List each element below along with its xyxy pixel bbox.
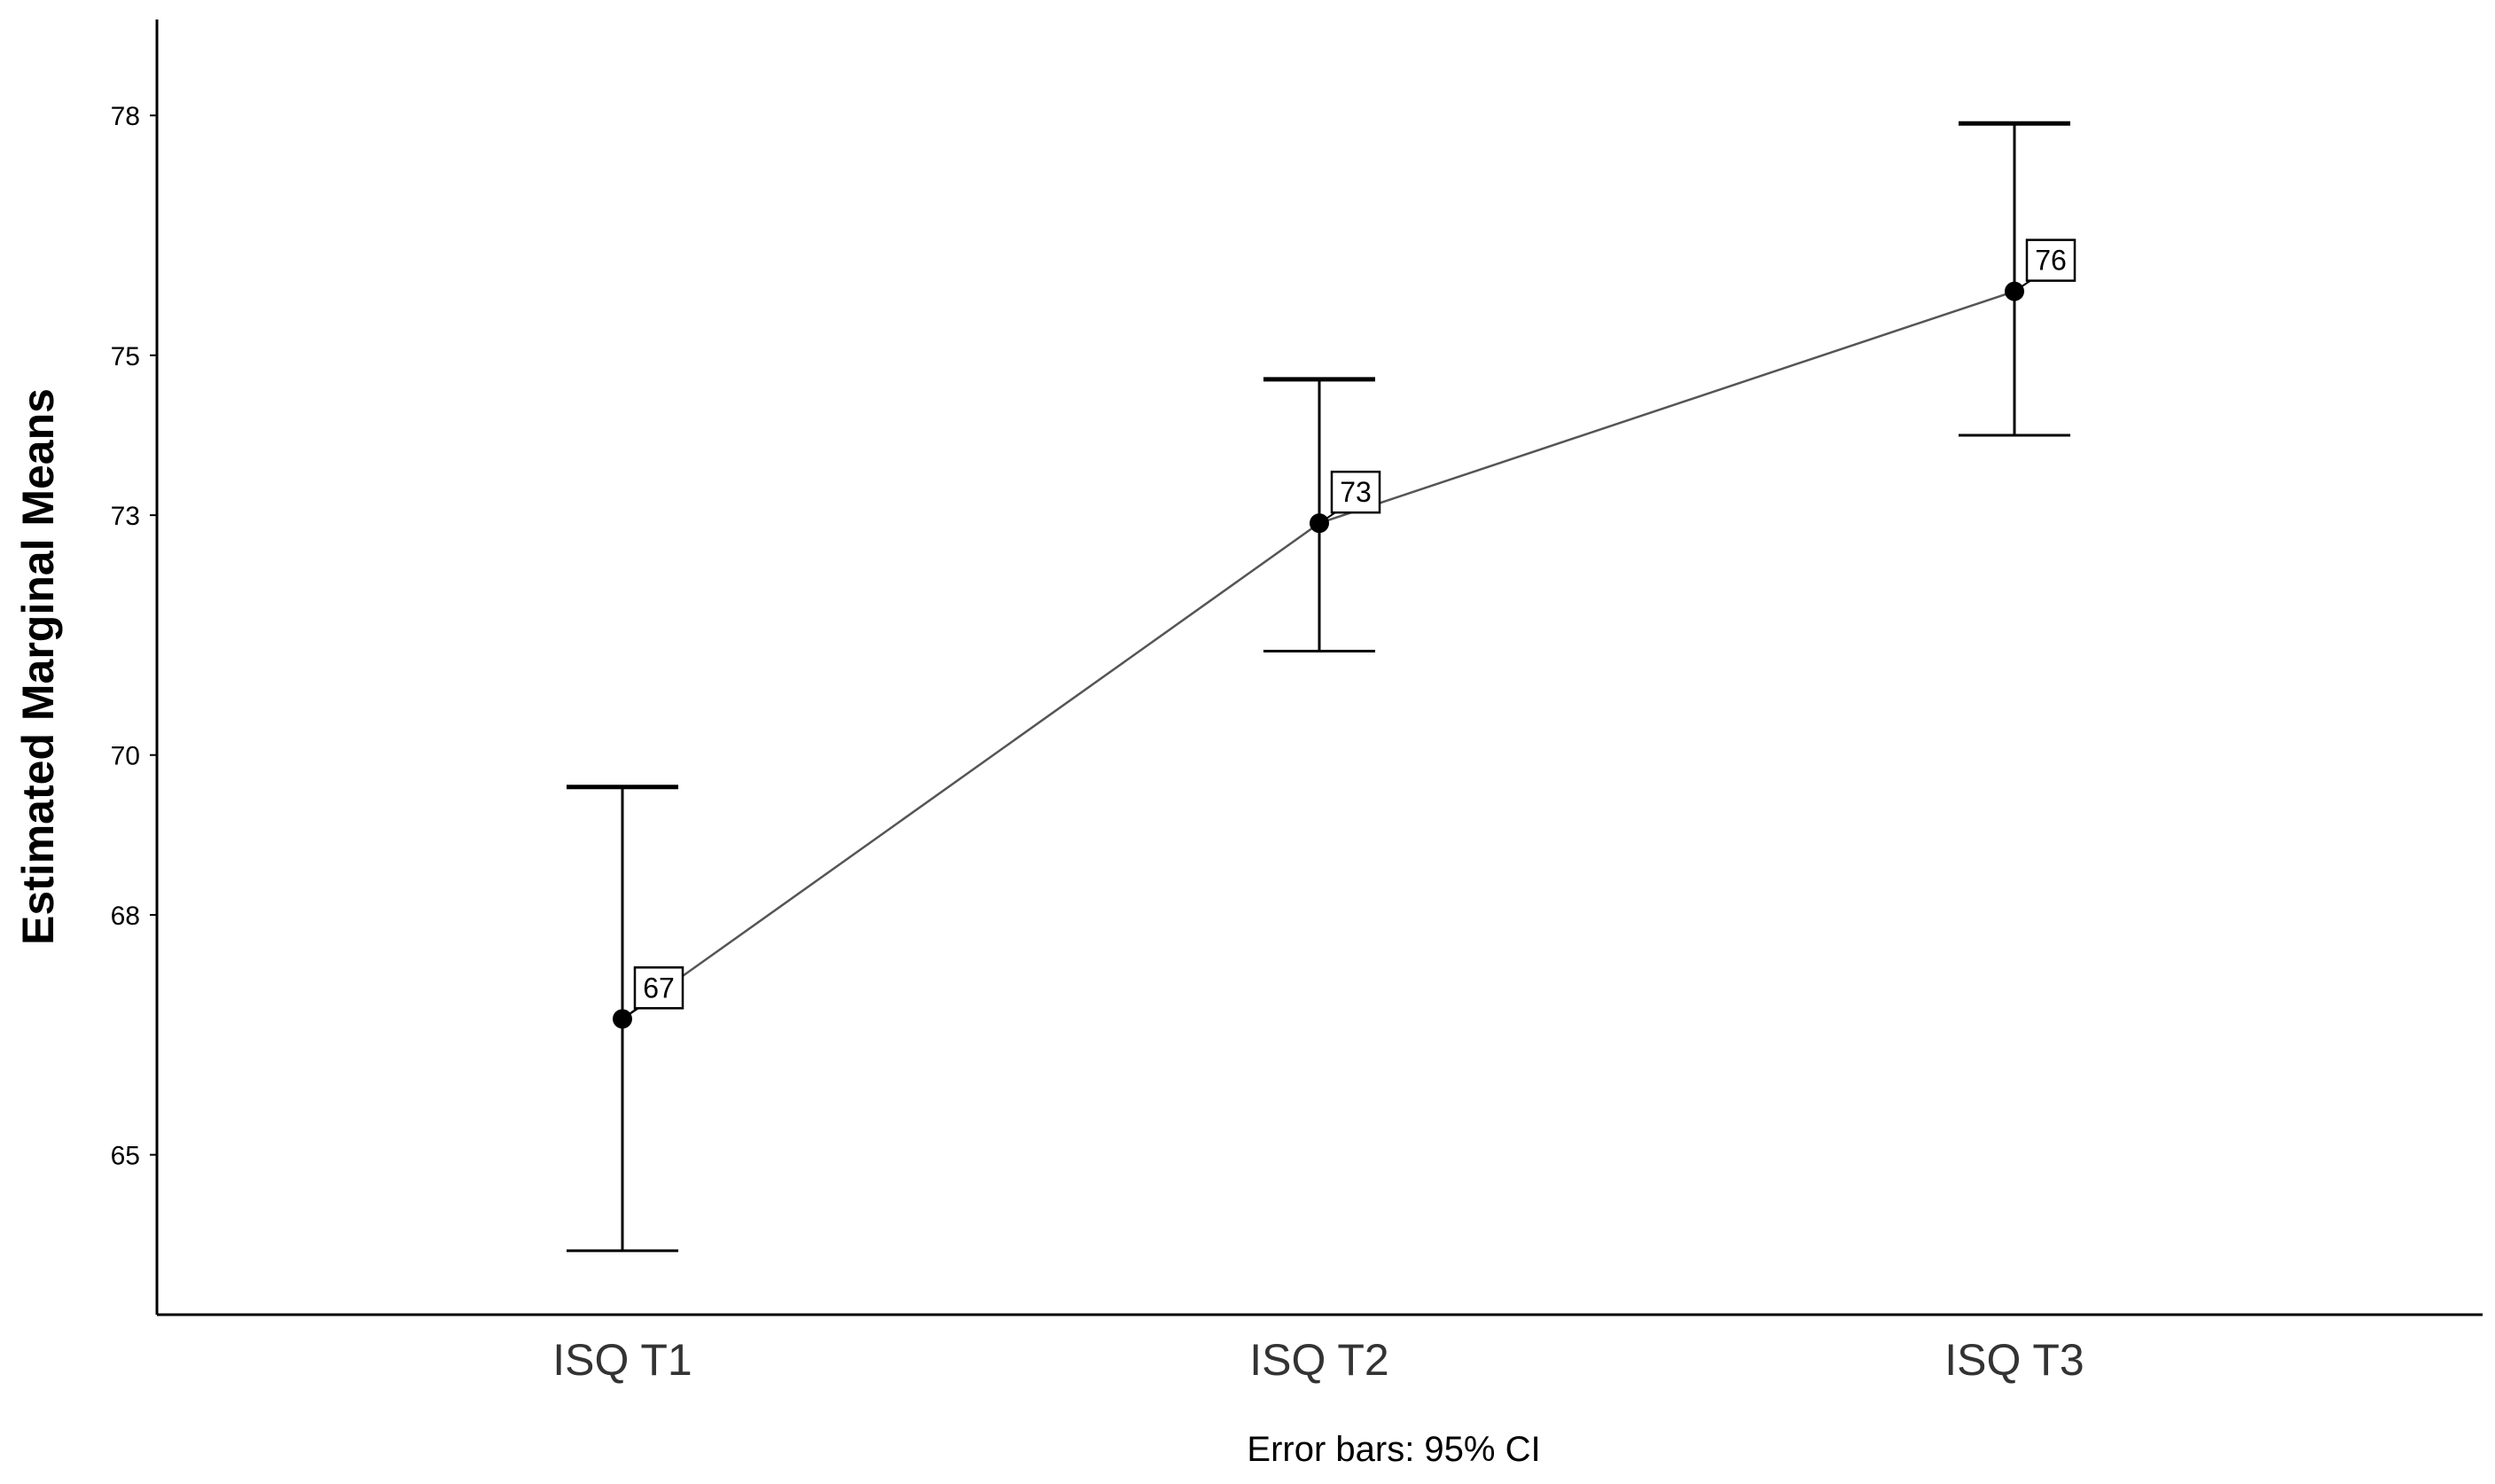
x-tick-label: ISQ T1 — [552, 1335, 692, 1385]
error-bars-note: Error bars: 95% CI — [1247, 1430, 1540, 1469]
data-label-box — [1330, 470, 1381, 514]
data-label-leader — [1318, 512, 1336, 524]
data-label-box — [633, 966, 684, 1010]
data-label-leader — [2014, 279, 2031, 293]
x-tick-label: ISQ T2 — [1249, 1335, 1388, 1385]
y-tick-label: 75 — [111, 342, 140, 371]
data-label: 67 — [643, 972, 675, 1004]
y-axis-ticks: 65 68 70 73 75 78 — [111, 102, 157, 1171]
x-axis-tick-labels: ISQ T1 ISQ T2 ISQ T3 — [552, 1335, 2084, 1385]
y-tick-label: 65 — [111, 1142, 140, 1171]
x-tick-label: ISQ T3 — [1944, 1335, 2084, 1385]
data-label: 73 — [1340, 476, 1372, 508]
data-labels: 67 73 76 — [622, 238, 2077, 1020]
y-tick-label: 70 — [111, 742, 140, 771]
error-bars — [567, 121, 2070, 1253]
data-label-box — [2025, 238, 2077, 282]
data-label: 76 — [2035, 245, 2067, 277]
y-axis-title: Estimated Marginal Means — [13, 388, 63, 945]
y-tick-label: 73 — [111, 502, 140, 531]
y-tick-label: 68 — [111, 902, 140, 931]
y-tick-label: 78 — [111, 102, 140, 131]
data-label-leader — [622, 1007, 639, 1020]
axes — [155, 20, 2483, 1316]
